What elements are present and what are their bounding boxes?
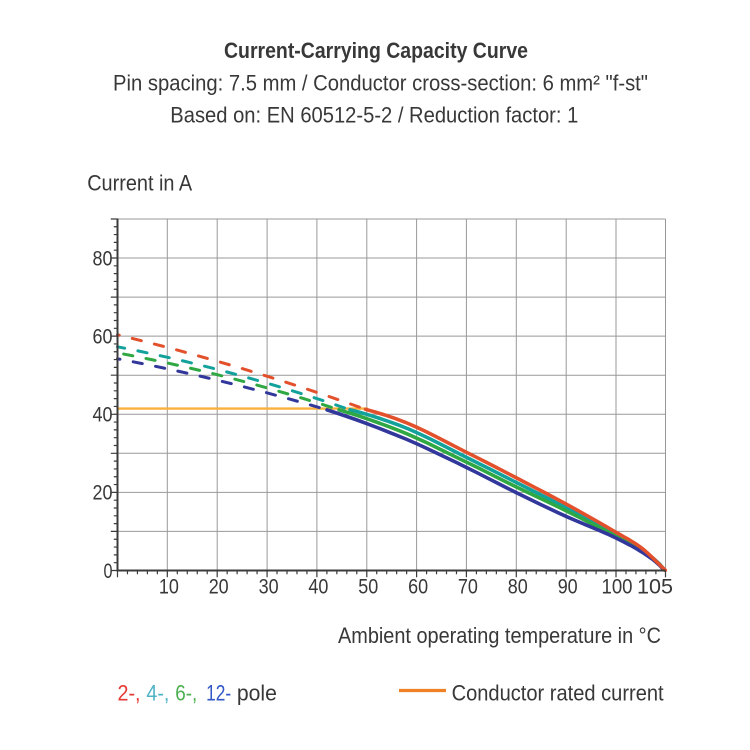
- svg-text:Pin spacing: 7.5 mm / Conducto: Pin spacing: 7.5 mm / Conductor cross-se…: [113, 71, 648, 96]
- svg-text:Ambient operating temperature: Ambient operating temperature in °C: [338, 623, 661, 648]
- svg-text:100: 100: [602, 574, 633, 598]
- svg-text:20: 20: [93, 481, 113, 505]
- svg-text:70: 70: [458, 574, 478, 598]
- svg-text:10: 10: [159, 574, 179, 598]
- svg-text:90: 90: [558, 574, 578, 598]
- svg-text:4-,: 4-,: [146, 680, 169, 705]
- svg-text:60: 60: [408, 574, 428, 598]
- svg-text:20: 20: [209, 574, 229, 598]
- svg-text:80: 80: [508, 574, 528, 598]
- svg-text:80: 80: [93, 246, 113, 270]
- svg-text:6-,: 6-,: [175, 680, 197, 705]
- svg-text:Based on: EN 60512-5-2 / Reduc: Based on: EN 60512-5-2 / Reduction facto…: [170, 103, 578, 128]
- svg-text:105: 105: [637, 574, 673, 598]
- svg-text:12-: 12-: [206, 680, 231, 705]
- svg-text:Current in A: Current in A: [87, 171, 192, 196]
- svg-text:2-,: 2-,: [118, 680, 141, 705]
- svg-text:40: 40: [93, 403, 113, 427]
- svg-text:pole: pole: [237, 680, 277, 705]
- svg-text:60: 60: [93, 324, 113, 348]
- svg-text:50: 50: [358, 574, 378, 598]
- svg-text:30: 30: [259, 574, 279, 598]
- svg-text:Conductor rated current: Conductor rated current: [452, 680, 664, 705]
- svg-text:Current-Carrying Capacity Curv: Current-Carrying Capacity Curve: [224, 38, 528, 63]
- svg-text:0: 0: [104, 559, 113, 583]
- svg-text:40: 40: [308, 574, 328, 598]
